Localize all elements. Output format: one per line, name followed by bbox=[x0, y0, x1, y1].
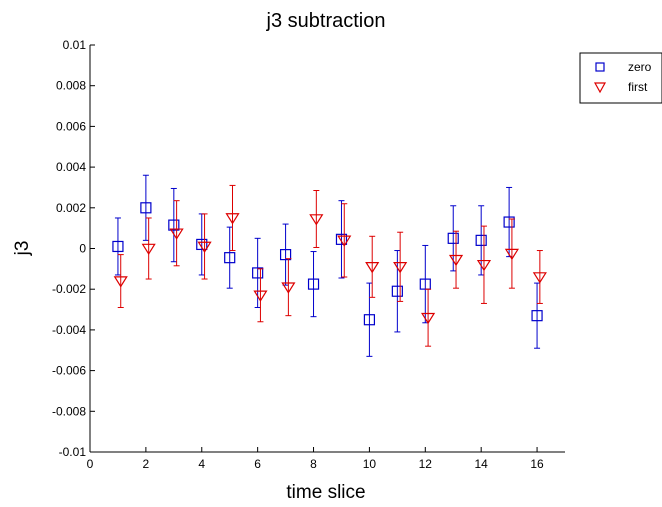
series-first bbox=[113, 184, 547, 347]
data-point bbox=[476, 259, 492, 272]
y-tick-label: 0.004 bbox=[56, 160, 86, 174]
y-tick-label: -0.006 bbox=[52, 364, 86, 378]
data-point bbox=[168, 219, 180, 231]
y-tick-label: -0.008 bbox=[52, 404, 86, 418]
error-bar bbox=[170, 187, 177, 263]
data-point bbox=[475, 234, 487, 246]
x-axis-label: time slice bbox=[286, 482, 365, 503]
x-tick-label: 2 bbox=[143, 457, 150, 471]
y-tick-label: -0.002 bbox=[52, 282, 86, 296]
error-bar bbox=[145, 217, 152, 280]
error-bar bbox=[453, 230, 460, 289]
error-bar bbox=[285, 258, 292, 317]
error-bar bbox=[338, 200, 345, 279]
error-bar bbox=[478, 205, 485, 276]
data-point bbox=[531, 310, 543, 322]
data-point bbox=[393, 262, 408, 274]
error-bar bbox=[310, 251, 317, 318]
error-bar bbox=[534, 282, 541, 349]
error-bar bbox=[142, 174, 149, 241]
error-bar bbox=[114, 217, 121, 276]
data-point bbox=[448, 254, 464, 267]
error-bar bbox=[341, 203, 348, 278]
data-point bbox=[141, 243, 156, 256]
error-bar bbox=[394, 250, 401, 333]
data-point bbox=[112, 240, 124, 253]
error-bar bbox=[506, 186, 513, 258]
error-bar bbox=[226, 226, 233, 289]
data-point bbox=[252, 267, 264, 279]
data-point bbox=[421, 312, 436, 325]
error-bar bbox=[257, 268, 264, 323]
data-point bbox=[391, 285, 403, 297]
data-point bbox=[224, 252, 236, 264]
data-point bbox=[169, 228, 184, 240]
data-point bbox=[279, 249, 292, 261]
y-tick-label: 0 bbox=[79, 242, 86, 256]
error-bar bbox=[366, 282, 373, 357]
data-point bbox=[197, 241, 212, 253]
data-point bbox=[281, 282, 296, 294]
x-tick-label: 14 bbox=[474, 457, 488, 471]
error-bar bbox=[282, 223, 289, 286]
x-tick-label: 6 bbox=[254, 457, 261, 471]
data-point bbox=[225, 213, 240, 225]
legend-box bbox=[579, 52, 662, 104]
error-bar bbox=[536, 250, 543, 304]
chart-title: j3 subtraction bbox=[266, 10, 386, 32]
data-point bbox=[335, 233, 348, 245]
legend-label-first: first bbox=[628, 80, 648, 94]
data-point bbox=[140, 202, 152, 214]
error-bar bbox=[508, 218, 515, 289]
x-tick-label: 10 bbox=[363, 457, 377, 471]
data-point bbox=[532, 272, 547, 284]
error-bar bbox=[173, 200, 180, 267]
legend: zero first bbox=[579, 52, 662, 104]
data-point bbox=[309, 214, 324, 226]
x-tick-label: 12 bbox=[419, 457, 433, 471]
error-bar bbox=[229, 184, 236, 252]
data-point bbox=[253, 290, 268, 302]
data-point bbox=[504, 248, 519, 261]
error-bar bbox=[422, 244, 429, 324]
y-tick-label: 0.002 bbox=[56, 201, 86, 215]
error-bar bbox=[480, 225, 487, 304]
x-tick-label: 16 bbox=[530, 457, 544, 471]
y-tick-label: -0.004 bbox=[52, 323, 86, 337]
y-tick-label: -0.01 bbox=[59, 445, 87, 459]
x-tick-label: 0 bbox=[87, 457, 94, 471]
data-point bbox=[307, 278, 320, 290]
data-point bbox=[447, 232, 459, 244]
y-tick-label: 0.006 bbox=[56, 119, 86, 133]
plot-area: -0.01 -0.008 -0.006 -0.004 -0.002 0 0.002 0.004… bbox=[52, 38, 565, 471]
legend-marker-zero bbox=[595, 62, 605, 72]
error-bar bbox=[425, 288, 432, 347]
error-bar bbox=[397, 231, 404, 302]
legend-label-zero: zero bbox=[628, 60, 652, 74]
data-point bbox=[196, 238, 208, 251]
error-bar bbox=[369, 235, 376, 298]
data-point bbox=[363, 314, 376, 326]
error-bar bbox=[313, 190, 320, 248]
error-bar bbox=[117, 254, 124, 309]
data-point bbox=[503, 216, 515, 228]
error-bar bbox=[201, 213, 208, 280]
series-zero bbox=[112, 174, 543, 357]
y-axis-label: j3 bbox=[12, 241, 33, 257]
y-tick-label: 0.01 bbox=[63, 38, 87, 52]
data-point bbox=[113, 276, 128, 288]
data-point bbox=[337, 235, 352, 247]
legend-marker-first bbox=[593, 82, 607, 94]
x-tick-label: 8 bbox=[310, 457, 317, 471]
y-tick-label: 0.008 bbox=[56, 79, 86, 93]
data-point bbox=[365, 262, 380, 274]
x-tick-label: 4 bbox=[198, 457, 205, 471]
